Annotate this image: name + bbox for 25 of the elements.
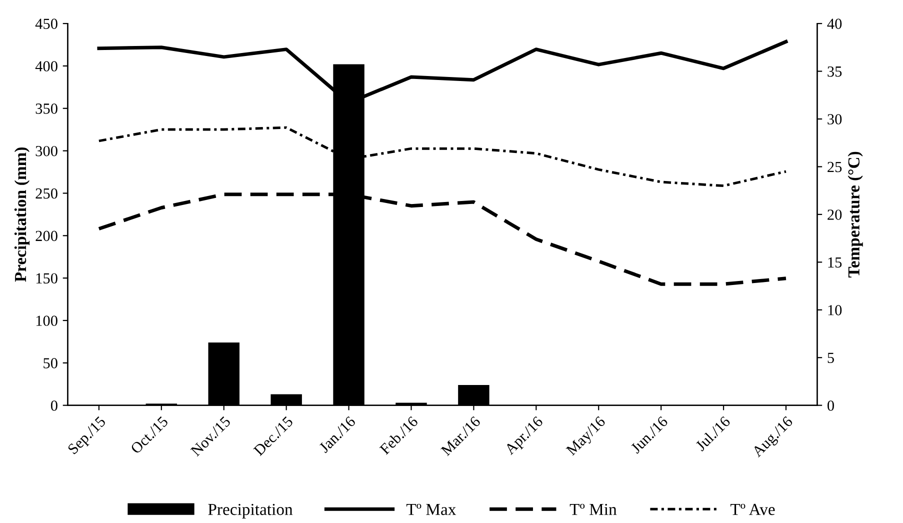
y2-tick-label: 0 xyxy=(828,400,834,411)
y2-tick-label: 40 xyxy=(827,18,842,29)
legend-label: Tº Min xyxy=(570,504,617,515)
y-tick-label: 200 xyxy=(36,230,58,242)
y-tick-label: 300 xyxy=(36,146,58,156)
y2-tick-label: 25 xyxy=(828,162,842,172)
y2-tick-label: 35 xyxy=(828,66,842,77)
y2-tick-label: 10 xyxy=(828,305,842,316)
y-axis-title: Precipitation (mm) xyxy=(14,148,30,282)
legend-label: Precipitation xyxy=(208,504,293,518)
y2-tick-label: 15 xyxy=(828,257,842,268)
y-tick-label: 50 xyxy=(44,358,58,368)
y-tick-label: 0 xyxy=(50,400,58,411)
y-tick-label: 150 xyxy=(36,273,58,284)
y-tick-label: 350 xyxy=(36,104,58,114)
y-tick-label: 450 xyxy=(35,18,58,29)
legend-label: Tº Ave xyxy=(730,504,775,516)
y-tick-label: 400 xyxy=(35,61,58,72)
y-tick-label: 250 xyxy=(36,188,58,199)
y2-tick-label: 30 xyxy=(828,114,842,124)
legend-label: Tº Max xyxy=(406,504,456,516)
y2-axis-title: Temperature (°C) xyxy=(848,152,863,278)
y-tick-label: 100 xyxy=(36,316,58,326)
y2-tick-label: 20 xyxy=(828,210,842,220)
y2-tick-label: 5 xyxy=(828,352,834,364)
